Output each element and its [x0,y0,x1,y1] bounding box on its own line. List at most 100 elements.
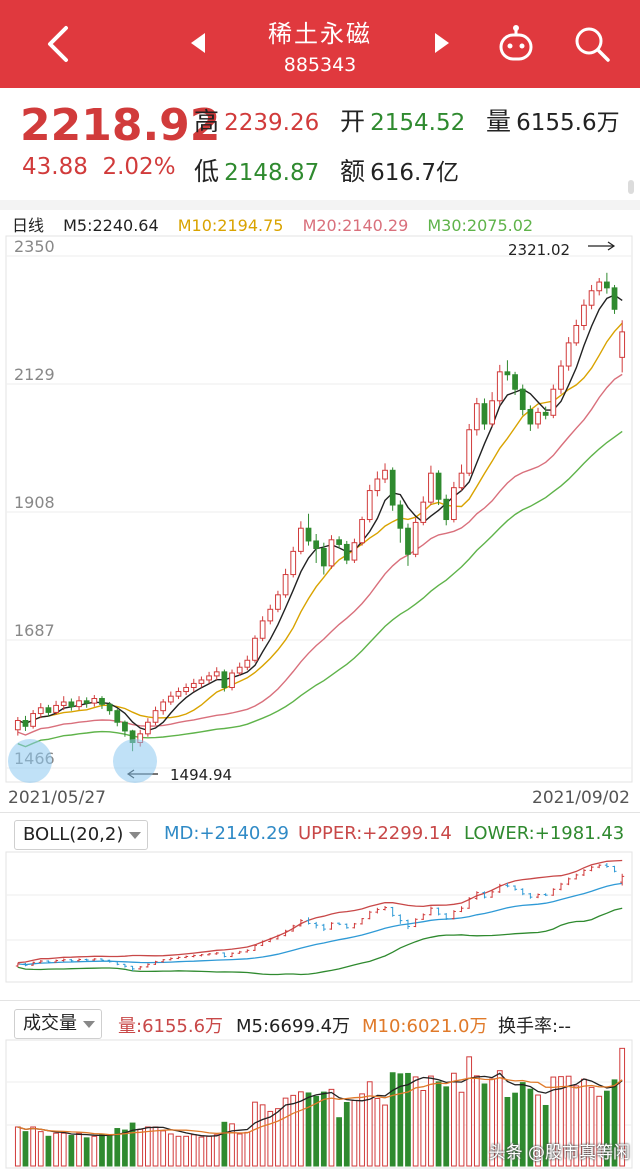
volume-bar-up [175,1135,182,1167]
candle-up [473,403,480,431]
candle-up [466,429,473,474]
candle-up [581,304,587,327]
scroll-indicator[interactable] [628,180,634,194]
candle-up [359,519,365,544]
volume-bar-up [382,1104,388,1167]
page-title: 稀土永磁 [268,20,372,48]
candle-up [428,472,434,503]
volume-bar-down [114,1128,121,1167]
candle-up [374,478,381,492]
volume-bar-up [550,1076,557,1167]
open-field: 开 2154.52 [340,102,465,138]
volume-bar-up [473,1075,480,1167]
candle-down [45,707,52,713]
volume-bar-down [604,1090,610,1167]
price-change: 43.88 2.02% [22,154,176,180]
top-bar: 稀土永磁 885343 [0,0,640,88]
volume-bar-up [596,1095,603,1167]
chevron-left-icon[interactable] [38,22,78,66]
boll-chart[interactable] [0,850,640,985]
candle-up [229,672,235,688]
period-label[interactable]: 日线 [12,216,45,235]
touch-highlight [113,739,157,783]
volume-bar-up [535,1094,541,1167]
candle-up [167,695,174,703]
candle-up [596,281,603,292]
candle-up [282,574,289,596]
low-annotation: 1494.94 [170,766,232,784]
high-annotation: 2321.02 [508,241,570,259]
volume-bar-down [481,1083,488,1167]
volume-bar-up [14,1126,21,1167]
search-icon[interactable] [572,24,612,64]
high-value: 2239.26 [224,110,320,136]
candle-up [558,365,564,390]
volume-bar-down [129,1122,136,1167]
candle-up [206,675,212,681]
volume-selector[interactable]: 成交量 [14,1009,102,1039]
start-date: 2021/05/27 [8,788,106,808]
low-label: 低 [194,157,220,186]
candle-up [145,721,151,735]
y-tick-label: 2129 [14,365,55,384]
boll-frame [5,851,633,983]
y-tick-label: 1687 [14,621,55,640]
boll-lower-line [17,907,623,976]
volume-bar-up [359,1093,365,1167]
candle-down [443,498,450,521]
volume-bar-down [512,1092,518,1167]
ma-legend: 日线 M5:2240.64 M10:2194.75 M20:2140.29 M3… [12,212,547,236]
volume-bar-up [412,1076,419,1167]
triangle-left-icon[interactable] [190,32,206,54]
candle-up [420,501,427,523]
volume-bar-up [190,1134,197,1167]
candle-down [405,527,411,555]
volume-bar-up [428,1075,434,1167]
candle-down [83,700,90,704]
candle-down [343,543,350,561]
kline-chart[interactable]: 23502129190816871466 2321.02 1494.94 [0,234,640,784]
candle-up [259,620,266,639]
amount-label: 额 [340,157,366,186]
candle-up [160,701,167,712]
volume-bar-down [435,1081,442,1167]
panel-divider [0,1000,640,1001]
candle-up [458,472,465,489]
candle-up [573,325,580,344]
volume-bar-down [68,1135,75,1167]
ma20-line [17,373,623,736]
boll-selector[interactable]: BOLL(20,2) [14,820,149,850]
candle-down [99,697,105,705]
candle-down [512,374,518,390]
volume-bar-up [145,1126,151,1167]
candle-up [236,666,243,674]
volume-bar-up [496,1070,503,1167]
volume-bar-down [313,1095,320,1167]
volume-bar-up [458,1091,465,1167]
volume-bar-up [30,1126,36,1167]
volume-indicator-label: 成交量 [23,1013,77,1034]
candle-up [351,542,358,561]
triangle-right-icon[interactable] [434,32,450,54]
candle-up [535,411,541,425]
volume-value: 6155.6万 [516,110,620,136]
volume-chart[interactable] [0,1038,640,1175]
candle-down [313,540,320,549]
volume-bar-down [221,1121,228,1167]
candle-up [290,550,297,576]
candle-down [611,287,618,310]
robot-icon[interactable] [496,24,536,64]
candle-down [221,671,228,688]
volume-bar-down [122,1129,128,1167]
candle-up [91,697,98,704]
candle-down [389,469,396,506]
volume-bar-down [389,1072,396,1167]
volume-bar-up [366,1081,373,1167]
volume-bar-down [504,1096,511,1167]
volume-bar-up [91,1135,98,1167]
volume-bar-down [343,1102,350,1167]
high-label: 高 [194,107,220,136]
candle-up [190,682,197,688]
candle-up [328,539,335,567]
volume-bar-up [466,1056,473,1167]
